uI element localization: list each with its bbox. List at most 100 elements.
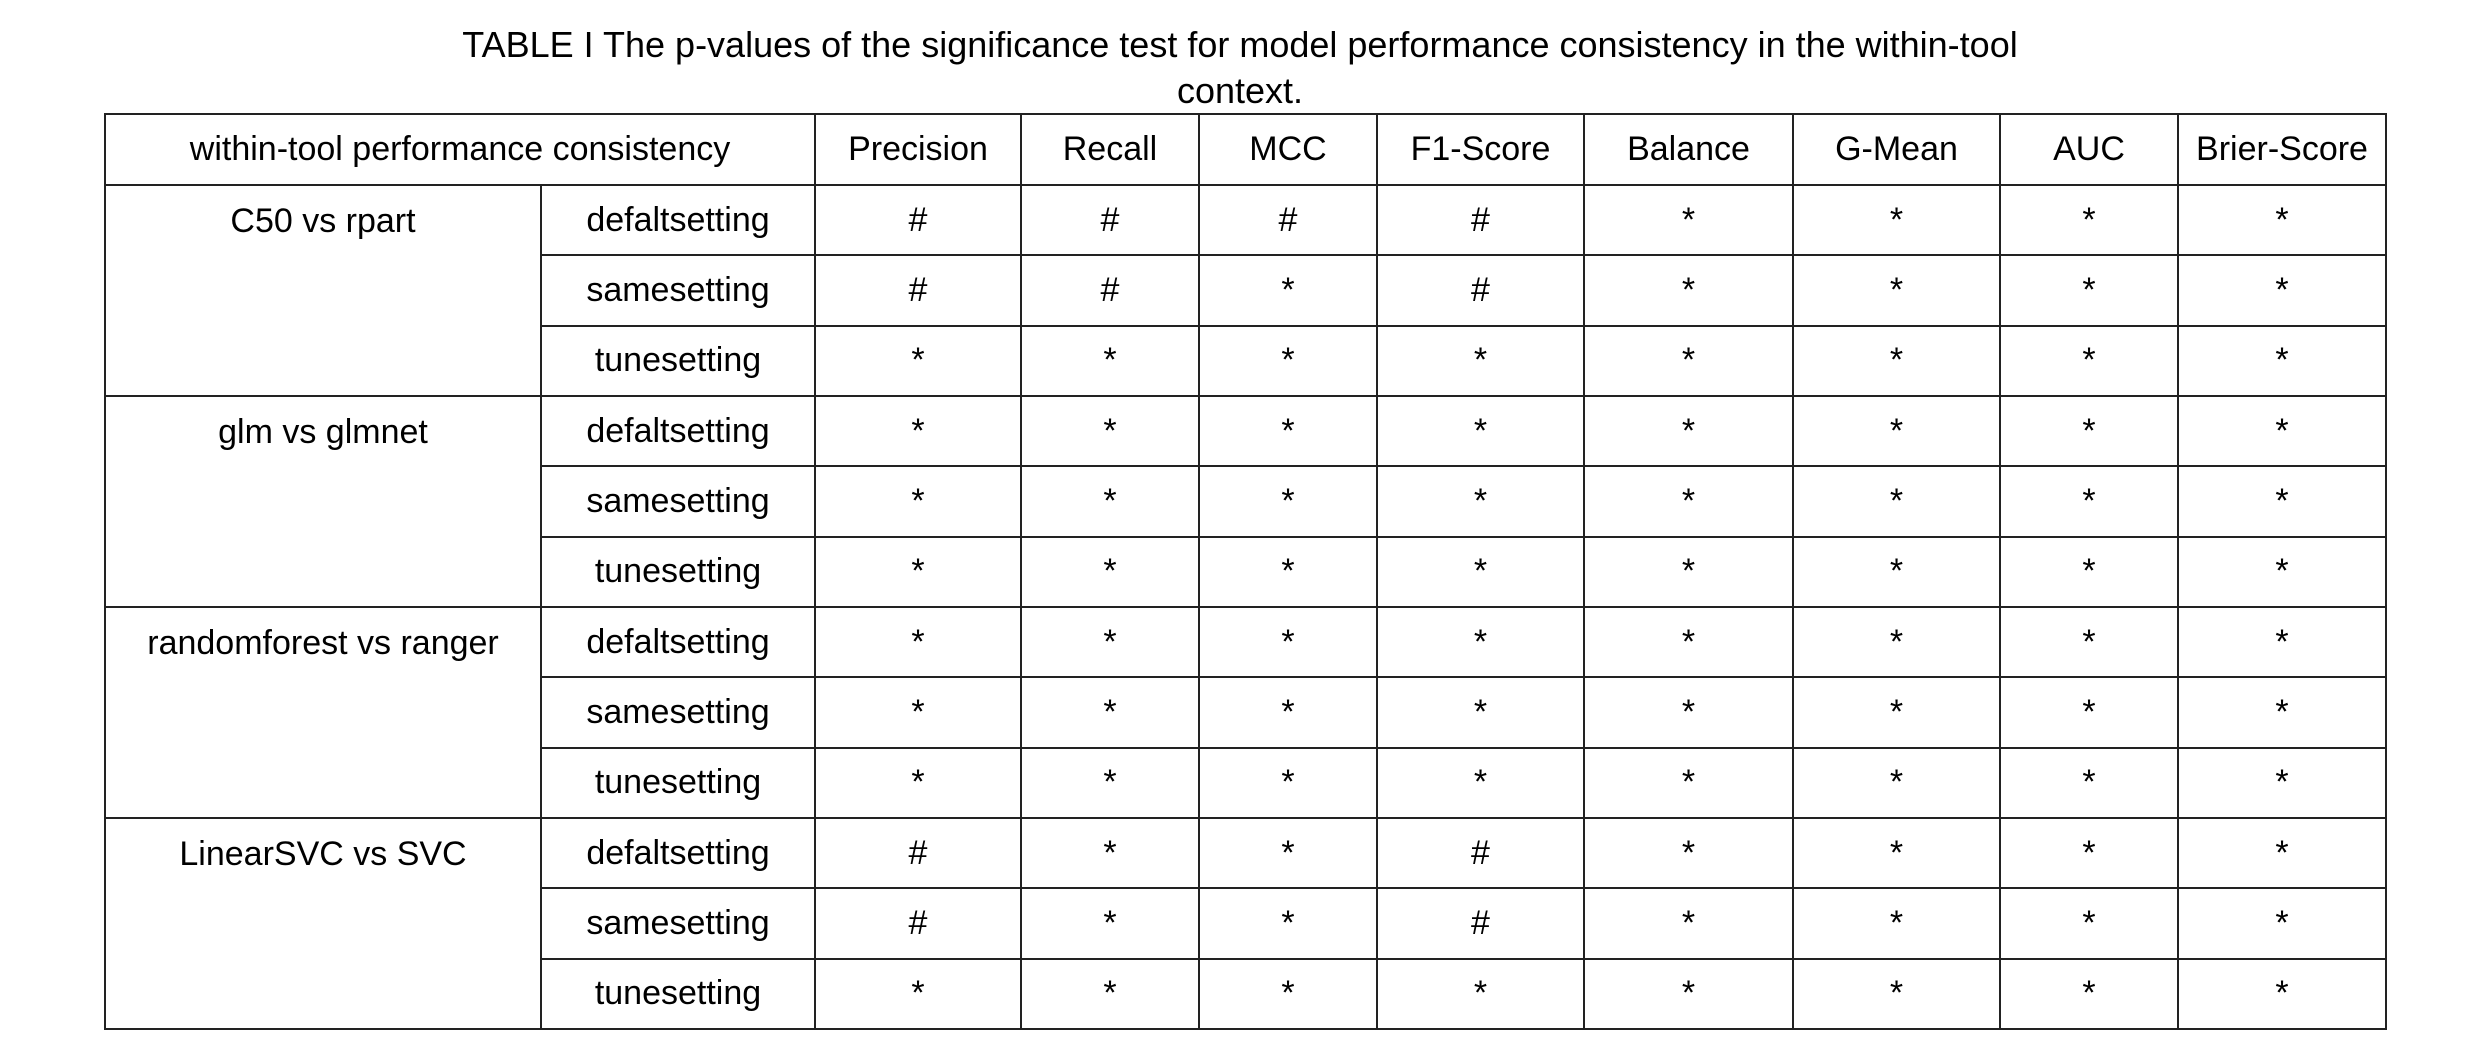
table-row: randomforest vs ranger defaltsetting * * * * *… — [104, 605, 2387, 819]
significance-mark: * — [1198, 957, 1378, 1031]
significance-mark: * — [1020, 535, 1200, 608]
comparison-group-label: glm vs glmnet — [104, 394, 542, 608]
significance-mark: * — [1020, 957, 1200, 1031]
significance-mark: * — [1583, 605, 1794, 679]
significance-mark: * — [1020, 605, 1200, 679]
significance-mark: # — [1376, 816, 1585, 890]
setting-label: tunesetting — [540, 324, 816, 397]
significance-mark: * — [1583, 535, 1794, 608]
significance-mark: * — [2177, 816, 2387, 890]
table-row: samesetting # # * # * * * * — [105, 254, 2387, 327]
significance-mark: * — [1999, 605, 2179, 679]
significance-mark: * — [1020, 746, 1200, 819]
table-row: glm vs glmnet defaltsetting * * * * * * * * — [104, 394, 2387, 608]
significance-mark: * — [814, 324, 1022, 397]
significance-mark: * — [1198, 605, 1378, 679]
metric-header: Recall — [1020, 113, 1200, 186]
significance-mark: * — [1198, 324, 1378, 397]
significance-mark: * — [1999, 254, 2179, 327]
significance-mark: # — [814, 183, 1022, 257]
significance-mark: * — [1020, 816, 1200, 890]
significance-mark: * — [1999, 535, 2179, 608]
significance-mark: * — [1020, 394, 1200, 468]
significance-mark: * — [1999, 465, 2179, 538]
significance-mark: * — [2177, 183, 2387, 257]
significance-mark: * — [1792, 816, 2001, 890]
significance-mark: * — [1999, 816, 2179, 890]
significance-mark: * — [2177, 465, 2387, 538]
significance-mark: # — [1198, 183, 1378, 257]
table-row: samesetting # * * # * * * * — [105, 887, 2387, 960]
significance-mark: * — [1376, 394, 1585, 468]
significance-mark: * — [1583, 816, 1794, 890]
significance-mark: * — [1376, 465, 1585, 538]
significance-mark: * — [814, 605, 1022, 679]
significance-mark: * — [2177, 535, 2387, 608]
significance-mark: * — [1792, 183, 2001, 257]
significance-mark: * — [1999, 957, 2179, 1031]
significance-mark: * — [1583, 183, 1794, 257]
table-row: C50 vs rpart defaltsetting # # # # * * * * — [104, 183, 2387, 397]
significance-mark: * — [2177, 676, 2387, 749]
significance-mark: * — [1792, 254, 2001, 327]
setting-label: defaltsetting — [540, 605, 816, 679]
metric-header: Precision — [814, 113, 1022, 186]
metric-header: Brier-Score — [2177, 113, 2387, 186]
significance-mark: * — [2177, 746, 2387, 819]
significance-mark: # — [1376, 183, 1585, 257]
significance-mark: * — [814, 465, 1022, 538]
significance-mark: * — [1792, 957, 2001, 1031]
significance-mark: * — [1376, 676, 1585, 749]
metric-header: MCC — [1198, 113, 1378, 186]
significance-mark: * — [1999, 746, 2179, 819]
significance-mark: * — [1792, 324, 2001, 397]
significance-mark: # — [1020, 254, 1200, 327]
significance-mark: * — [814, 394, 1022, 468]
significance-mark: * — [1792, 605, 2001, 679]
significance-mark: * — [1583, 465, 1794, 538]
significance-mark: * — [1999, 887, 2179, 960]
significance-mark: * — [1198, 254, 1378, 327]
significance-mark: * — [1020, 887, 1200, 960]
setting-label: tunesetting — [540, 746, 816, 819]
significance-mark: * — [2177, 887, 2387, 960]
significance-mark: * — [1198, 465, 1378, 538]
significance-mark: * — [814, 676, 1022, 749]
significance-mark: * — [1583, 676, 1794, 749]
setting-label: samesetting — [540, 465, 816, 538]
setting-label: defaltsetting — [540, 183, 816, 257]
significance-mark: * — [1020, 324, 1200, 397]
significance-mark: * — [1792, 465, 2001, 538]
significance-mark: # — [1020, 183, 1200, 257]
significance-mark: # — [814, 816, 1022, 890]
significance-mark: * — [1020, 465, 1200, 538]
significance-mark: * — [1792, 676, 2001, 749]
setting-label: samesetting — [540, 676, 816, 749]
metric-header: G-Mean — [1792, 113, 2001, 186]
significance-mark: * — [1792, 746, 2001, 819]
significance-mark: * — [1376, 535, 1585, 608]
table-row: tunesetting * * * * * * * * — [105, 746, 2387, 819]
significance-mark: * — [1376, 605, 1585, 679]
significance-mark: * — [1376, 746, 1585, 819]
table-row: LinearSVC vs SVC defaltsetting # * * # * * * * — [104, 816, 2387, 1031]
significance-mark: * — [1198, 676, 1378, 749]
significance-mark: * — [1792, 535, 2001, 608]
significance-mark: * — [2177, 324, 2387, 397]
metric-header: Balance — [1583, 113, 1794, 186]
table-row: samesetting * * * * * * * * — [105, 465, 2387, 538]
significance-mark: * — [1376, 957, 1585, 1031]
significance-mark: # — [1376, 887, 1585, 960]
table-row: tunesetting * * * * * * * * — [105, 324, 2387, 397]
significance-mark: * — [1198, 746, 1378, 819]
significance-mark: # — [814, 254, 1022, 327]
metric-header: AUC — [1999, 113, 2179, 186]
significance-mark: * — [1376, 324, 1585, 397]
setting-label: tunesetting — [540, 535, 816, 608]
significance-mark: * — [1583, 957, 1794, 1031]
caption-line-1: TABLE I The p-values of the significance… — [462, 24, 2018, 65]
significance-mark: * — [1999, 183, 2179, 257]
comparison-group-label: LinearSVC vs SVC — [104, 816, 542, 1031]
significance-mark: * — [1999, 324, 2179, 397]
header-row: within-tool performance consistency Prec… — [104, 113, 2387, 186]
